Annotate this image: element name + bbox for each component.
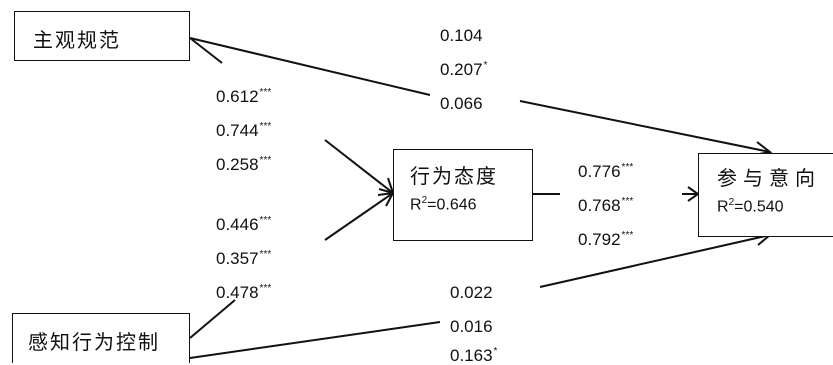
arrow-norm-to-attitude-segment-1 [189, 37, 223, 64]
coef-norm-attitude-2: 0.744*** [216, 121, 272, 140]
arrow-pbc-to-attitude-segment-2 [324, 192, 394, 241]
coef-pbc-intention-2: 0.016 [450, 317, 493, 336]
arrow-norm-to-intention-segment-1 [189, 37, 431, 96]
coef-attitude-intention-2: 0.768*** [578, 196, 634, 215]
attitude-label: 行为态度 [410, 164, 498, 188]
subjective-norm-label: 主观规范 [33, 28, 121, 52]
subjective-norm-box: 主观规范 [14, 11, 190, 61]
intention-label: 参与意向 [717, 166, 821, 190]
coef-pbc-attitude-3: 0.478*** [216, 283, 272, 302]
coef-norm-intention-2: 0.207* [440, 60, 488, 79]
coef-pbc-intention-3: 0.163* [450, 346, 498, 365]
coef-pbc-attitude-2: 0.357*** [216, 249, 272, 268]
arrow-pbc-to-intention-segment-2 [539, 234, 771, 288]
arrow-norm-to-intention-segment-2 [519, 100, 771, 153]
attitude-box: 行为态度 R2=0.646 [393, 149, 533, 241]
arrow-norm-to-attitude-segment-2 [324, 139, 394, 194]
intention-box: 参与意向 R2=0.540 [698, 153, 833, 237]
coef-pbc-attitude-1: 0.446*** [216, 215, 272, 234]
coef-norm-intention-1: 0.104 [440, 26, 483, 45]
arrow-pbc-to-intention-segment-1 [189, 321, 441, 359]
intention-r2: R2=0.540 [717, 197, 784, 216]
coef-norm-attitude-1: 0.612*** [216, 87, 272, 106]
attitude-r2: R2=0.646 [410, 195, 477, 214]
coef-attitude-intention-3: 0.792*** [578, 230, 634, 249]
pbc-box: 感知行为控制 [12, 313, 190, 363]
arrow-pbc-to-attitude-segment-1 [189, 299, 236, 339]
coef-pbc-intention-1: 0.022 [450, 283, 493, 302]
coef-norm-intention-3: 0.066 [440, 94, 483, 113]
pbc-label: 感知行为控制 [28, 330, 160, 354]
coef-norm-attitude-3: 0.258*** [216, 155, 272, 174]
coef-attitude-intention-1: 0.776*** [578, 162, 634, 181]
